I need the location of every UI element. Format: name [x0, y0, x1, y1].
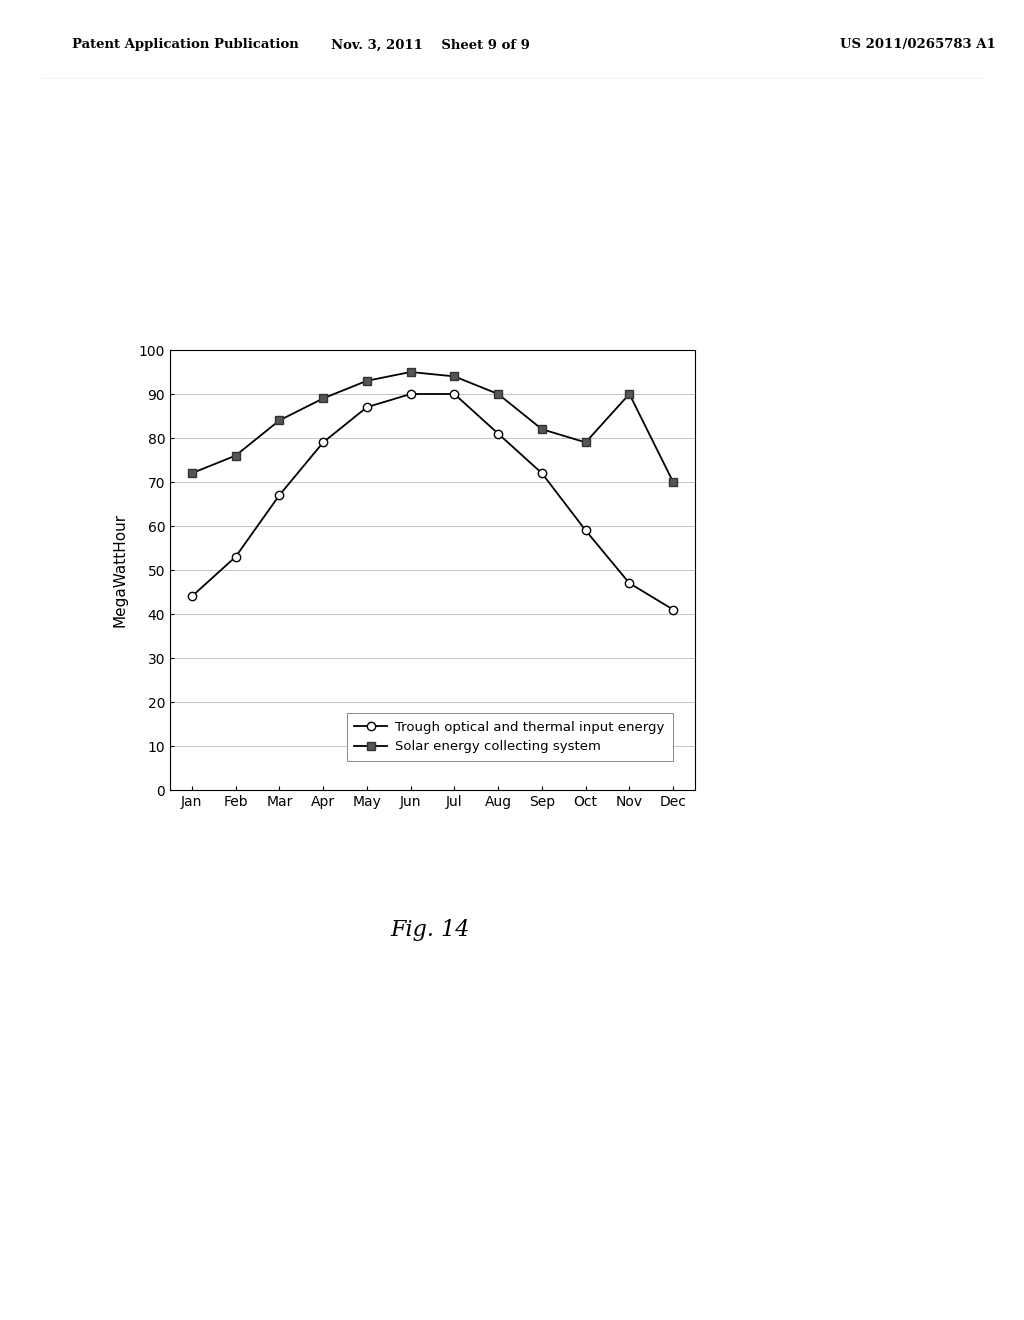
Solar energy collecting system — [404, 364, 417, 380]
Solar energy collecting system — [580, 434, 592, 450]
Text: Fig. 14: Fig. 14 — [390, 920, 470, 941]
Solar energy collecting system — [449, 368, 461, 384]
Line: Trough optical and thermal input energy: Trough optical and thermal input energy — [187, 389, 677, 614]
Trough optical and thermal input energy — [404, 385, 417, 401]
Solar energy collecting system — [360, 372, 373, 388]
Trough optical and thermal input energy — [273, 487, 286, 503]
Legend: Trough optical and thermal input energy, Solar energy collecting system: Trough optical and thermal input energy,… — [346, 713, 673, 762]
Trough optical and thermal input energy — [185, 589, 198, 605]
Solar energy collecting system — [667, 474, 679, 490]
Line: Solar energy collecting system: Solar energy collecting system — [187, 368, 677, 486]
Text: US 2011/0265783 A1: US 2011/0265783 A1 — [840, 38, 995, 51]
Text: Patent Application Publication: Patent Application Publication — [72, 38, 298, 51]
Trough optical and thermal input energy — [667, 602, 679, 618]
Text: Nov. 3, 2011    Sheet 9 of 9: Nov. 3, 2011 Sheet 9 of 9 — [331, 38, 529, 51]
Solar energy collecting system — [536, 421, 548, 437]
Trough optical and thermal input energy — [580, 523, 592, 539]
Trough optical and thermal input energy — [360, 399, 373, 414]
Solar energy collecting system — [185, 465, 198, 480]
Trough optical and thermal input energy — [536, 465, 548, 480]
Solar energy collecting system — [273, 412, 286, 428]
Solar energy collecting system — [229, 447, 242, 463]
Y-axis label: MegaWattHour: MegaWattHour — [113, 513, 128, 627]
Trough optical and thermal input energy — [449, 385, 461, 401]
Trough optical and thermal input energy — [229, 549, 242, 565]
Trough optical and thermal input energy — [624, 576, 636, 591]
Trough optical and thermal input energy — [317, 434, 330, 450]
Trough optical and thermal input energy — [492, 425, 504, 441]
Solar energy collecting system — [492, 385, 504, 401]
Solar energy collecting system — [317, 391, 330, 407]
Solar energy collecting system — [624, 385, 636, 401]
